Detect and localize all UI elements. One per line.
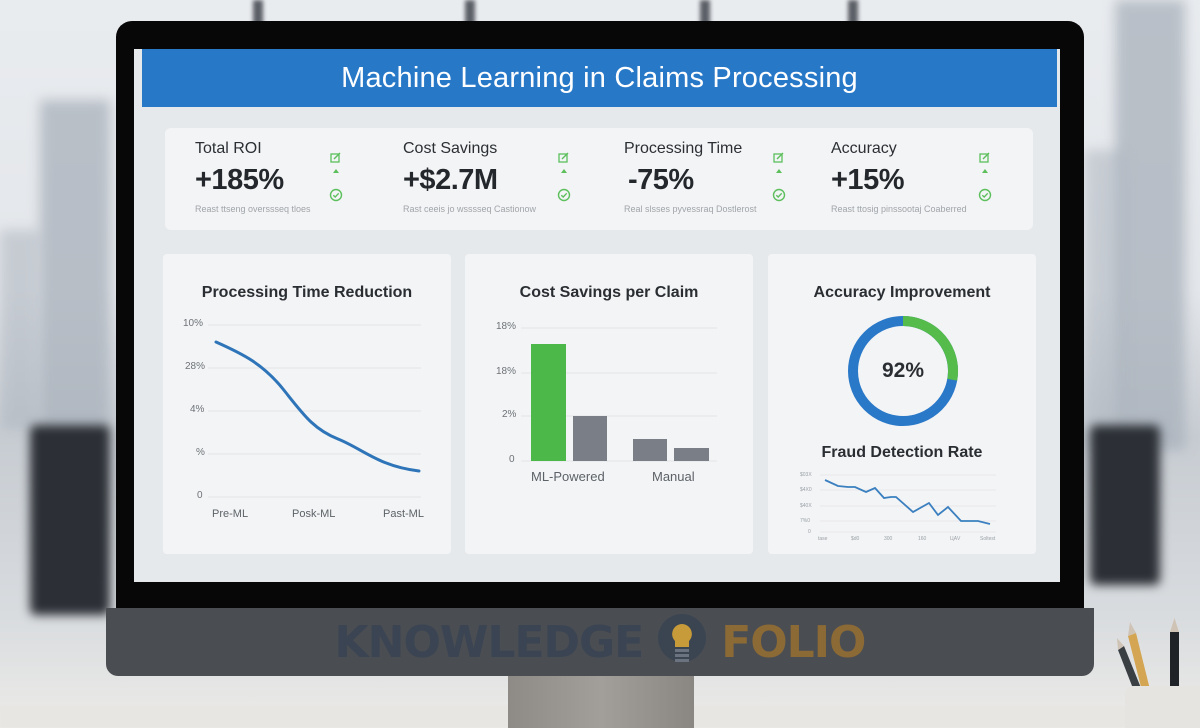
check-circle-icon [557, 188, 571, 202]
x-tick: Manual [652, 469, 695, 484]
kpi-subtext: Real slsses pyvessraq Dostlerost [624, 204, 757, 214]
building [0, 230, 40, 430]
kpi-accuracy[interactable]: Accuracy +15% Reast ttosig pinssootaj Co… [816, 128, 1033, 230]
y-tick: % [196, 447, 205, 458]
kpi-icons [557, 152, 571, 202]
dashboard-screen: Machine Learning in Claims Processing To… [134, 49, 1060, 582]
kpi-total-roi[interactable]: Total ROI +185% Reast ttseng overssseq t… [165, 128, 382, 230]
accuracy-donut-chart [848, 315, 958, 426]
panel-title: Accuracy Improvement [813, 284, 991, 301]
x-tick: ML-Powered [531, 469, 605, 484]
x-tick: tase [818, 536, 828, 542]
processing-time-line-chart [208, 324, 421, 498]
kpi-icons [329, 152, 343, 202]
kpi-value: -75% [628, 164, 694, 196]
header-bar: Machine Learning in Claims Processing [142, 49, 1057, 107]
donut-center-label: 92% [881, 359, 925, 382]
y-tick: $40X [800, 503, 812, 509]
window-frame [848, 0, 858, 30]
x-tick: 300 [884, 536, 893, 542]
x-tick: Soltest [980, 536, 996, 542]
arrow-up-icon [776, 169, 782, 173]
x-tick: 160 [918, 536, 927, 542]
pencil-cup [1117, 618, 1200, 728]
cost-savings-panel: Cost Savings per Claim 18% 18% 2% 0 ML-P… [465, 254, 753, 554]
kpi-value: +$2.7M [403, 164, 498, 196]
kpi-processing-time[interactable]: Processing Time -75% Real slsses pyvessr… [599, 128, 816, 230]
kpi-icons [772, 152, 786, 202]
y-tick: $4Х0 [800, 487, 812, 493]
watermark-folio: FOLIO [721, 616, 866, 668]
kpi-subtext: Rast ceeis jo wsssseq Castionow [403, 204, 537, 214]
x-tick: $d0 [851, 536, 860, 542]
bar-ml-powered [531, 344, 566, 461]
building [1085, 150, 1125, 450]
page-title: Machine Learning in Claims Processing [341, 61, 858, 94]
window-frame [465, 0, 475, 30]
y-tick: 7%0 [800, 518, 811, 524]
y-tick: 4% [190, 404, 205, 415]
y-tick: 18% [496, 366, 517, 377]
office-chair [30, 425, 110, 615]
cost-savings-bar-chart [521, 327, 717, 462]
monitor-chin: KNOWLEDGE FOLIO [106, 608, 1094, 676]
kpi-label: Cost Savings [403, 140, 498, 157]
panel-title: Cost Savings per Claim [519, 284, 699, 301]
kpi-icons [978, 152, 992, 202]
y-tick: 0 [808, 529, 811, 535]
panel-title: Processing Time Reduction [201, 284, 413, 301]
bar-manual-1 [633, 439, 667, 461]
kpi-label: Processing Time [624, 140, 743, 157]
x-tick: Past-ML [383, 508, 424, 520]
check-circle-icon [772, 188, 786, 202]
y-tick: 2% [502, 409, 517, 420]
check-circle-icon [978, 188, 992, 202]
y-tick: $03X [800, 472, 812, 478]
processing-time-panel: Processing Time Reduction 10% 28% 4% % 0… [163, 254, 451, 554]
check-circle-icon [329, 188, 343, 202]
y-tick: 28% [185, 361, 206, 372]
kpi-strip: Total ROI +185% Reast ttseng overssseq t… [165, 128, 1033, 230]
arrow-up-icon [561, 169, 567, 173]
x-tick: Posk-ML [292, 508, 336, 520]
kpi-cost-savings[interactable]: Cost Savings +$2.7M Rast ceeis jo wsssse… [382, 128, 599, 230]
edit-icon[interactable] [773, 152, 785, 164]
fraud-detection-line-chart [820, 474, 996, 533]
y-tick: 0 [197, 490, 203, 501]
arrow-up-icon [333, 169, 339, 173]
kpi-subtext: Reast ttosig pinssootaj Coaberred [831, 204, 967, 214]
bar-ml-grey [573, 416, 607, 461]
kpi-subtext: Reast ttseng overssseq tloes [195, 204, 311, 214]
x-tick: Pre-ML [212, 508, 249, 520]
kpi-label: Total ROI [195, 140, 262, 157]
kpi-value: +185% [195, 164, 284, 196]
x-tick: ЦАV [950, 536, 961, 542]
office-chair [1090, 425, 1160, 585]
lightbulb-icon [658, 614, 707, 662]
window-frame [700, 0, 710, 30]
panel-title: Fraud Detection Rate [821, 444, 983, 461]
kpi-label: Accuracy [831, 140, 897, 157]
accuracy-panel: Accuracy Improvement 92% Fraud Detection… [768, 254, 1036, 554]
building [40, 100, 110, 430]
window-frame [253, 0, 263, 30]
monitor-stand [508, 676, 694, 728]
edit-icon[interactable] [558, 152, 570, 164]
y-tick: 0 [509, 454, 515, 465]
y-tick: 18% [496, 321, 517, 332]
watermark-knowledge: KNOWLEDGE [334, 616, 645, 668]
kpi-value: +15% [831, 164, 904, 196]
edit-icon[interactable] [979, 152, 991, 164]
bar-manual-2 [674, 448, 709, 461]
edit-icon[interactable] [330, 152, 342, 164]
arrow-up-icon [982, 169, 988, 173]
building [1115, 0, 1185, 450]
y-tick: 10% [183, 318, 204, 329]
